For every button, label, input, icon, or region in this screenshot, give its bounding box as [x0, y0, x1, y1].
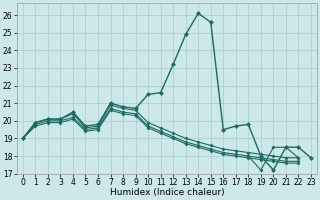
X-axis label: Humidex (Indice chaleur): Humidex (Indice chaleur) — [109, 188, 224, 197]
